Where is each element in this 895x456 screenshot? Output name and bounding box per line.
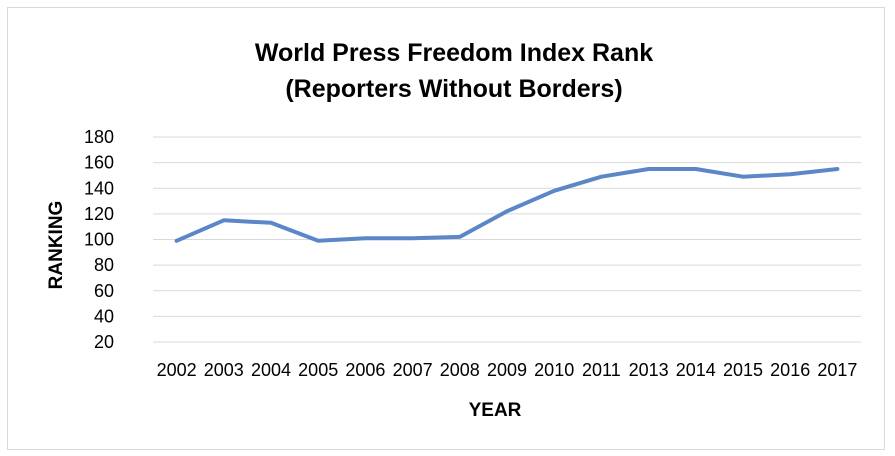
x-tick-label-2004: 2004: [251, 360, 291, 380]
chart-area: World Press Freedom Index Rank (Reporter…: [7, 7, 885, 450]
x-tick-label-2003: 2003: [204, 360, 244, 380]
y-tick-label-20: 20: [94, 332, 114, 352]
y-tick-label-80: 80: [94, 255, 114, 275]
y-tick-label-120: 120: [84, 204, 114, 224]
x-tick-label-2010: 2010: [534, 360, 574, 380]
x-axis-title: YEAR: [469, 400, 522, 421]
x-tick-label-2002: 2002: [157, 360, 197, 380]
x-tick-label-2008: 2008: [440, 360, 480, 380]
chart-title-line-2: (Reporters Without Borders): [285, 75, 622, 103]
y-axis-title: RANKING: [46, 201, 67, 290]
x-tick-label-2014: 2014: [676, 360, 716, 380]
y-axis-tick-labels: 20 40 60 80 100 120 140 160 180: [84, 127, 114, 352]
x-tick-label-2013: 2013: [629, 360, 669, 380]
y-tick-label-100: 100: [84, 230, 114, 250]
x-tick-label-2011: 2011: [582, 360, 621, 380]
x-tick-label-2009: 2009: [487, 360, 527, 380]
x-tick-label-2017: 2017: [817, 360, 857, 380]
series-group: [174, 167, 840, 243]
x-tick-label-2007: 2007: [393, 360, 433, 380]
x-tick-label-2006: 2006: [345, 360, 385, 380]
y-tick-label-60: 60: [94, 281, 114, 301]
x-tick-label-2016: 2016: [770, 360, 810, 380]
line-chart: World Press Freedom Index Rank (Reporter…: [46, 39, 861, 421]
x-axis-tick-labels: 2002 2003 2004 2005 2006 2007 2008 2009 2010 2011…: [157, 360, 858, 380]
gridlines: [153, 136, 861, 343]
y-tick-label-140: 140: [84, 178, 114, 198]
y-tick-label-40: 40: [94, 306, 114, 326]
y-tick-label-160: 160: [84, 153, 114, 173]
x-tick-label-2015: 2015: [723, 360, 763, 380]
chart-title: World Press Freedom Index Rank (Reporter…: [255, 39, 653, 103]
y-tick-label-180: 180: [84, 127, 114, 147]
x-tick-label-2005: 2005: [298, 360, 338, 380]
series-line-0: [174, 167, 840, 243]
chart-title-line-1: World Press Freedom Index Rank: [255, 39, 653, 67]
